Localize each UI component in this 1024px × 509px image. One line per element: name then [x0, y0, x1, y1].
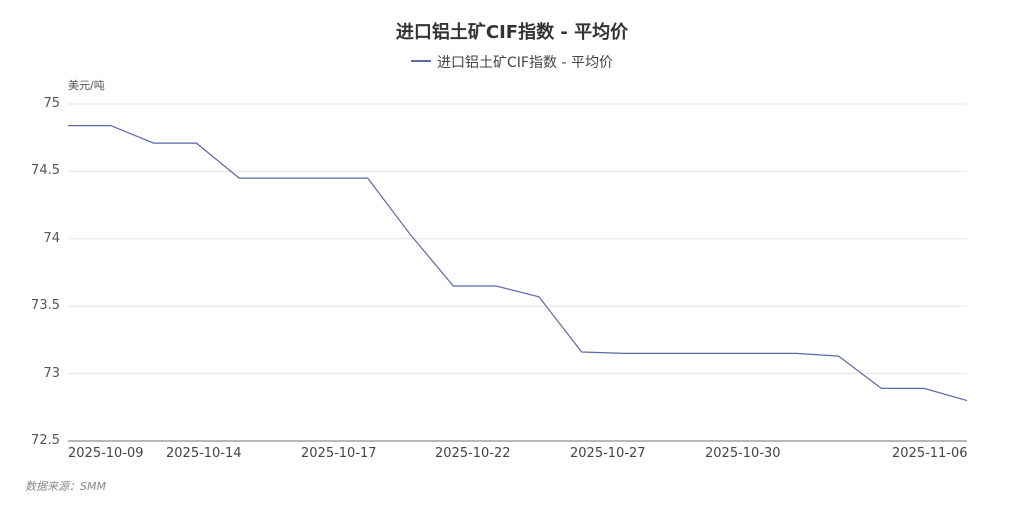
legend-item[interactable]: 进口铝土矿CIF指数 - 平均价	[0, 52, 1024, 72]
legend-line-icon	[411, 60, 432, 62]
y-tick-label: 74.5	[31, 163, 60, 178]
y-tick-label: 74	[43, 231, 60, 246]
data-line[interactable]	[68, 124, 968, 402]
legend-label: 进口铝土矿CIF指数 - 平均价	[437, 55, 613, 71]
x-tick-label: 2025-10-17	[301, 446, 377, 461]
gridlines	[68, 103, 967, 375]
y-tick-label: 73.5	[31, 298, 60, 313]
chart-title: 进口铝土矿CIF指数 - 平均价	[395, 22, 629, 43]
x-tick-label: 2025-10-09	[68, 446, 144, 461]
x-tick-label: 2025-10-30	[705, 446, 781, 461]
x-tick-label: 2025-10-27	[570, 446, 646, 461]
y-axis-unit: 美元/吨	[68, 79, 105, 92]
data-source: 数据来源：SMM	[25, 480, 106, 493]
y-tick-label: 75	[43, 96, 60, 111]
x-tick-label: 2025-10-22	[435, 446, 511, 461]
y-tick-label: 72.5	[31, 433, 60, 448]
x-tick-label: 2025-10-14	[166, 446, 242, 461]
x-tick-label: 2025-11-06	[892, 446, 968, 461]
y-tick-label: 73	[43, 366, 60, 381]
